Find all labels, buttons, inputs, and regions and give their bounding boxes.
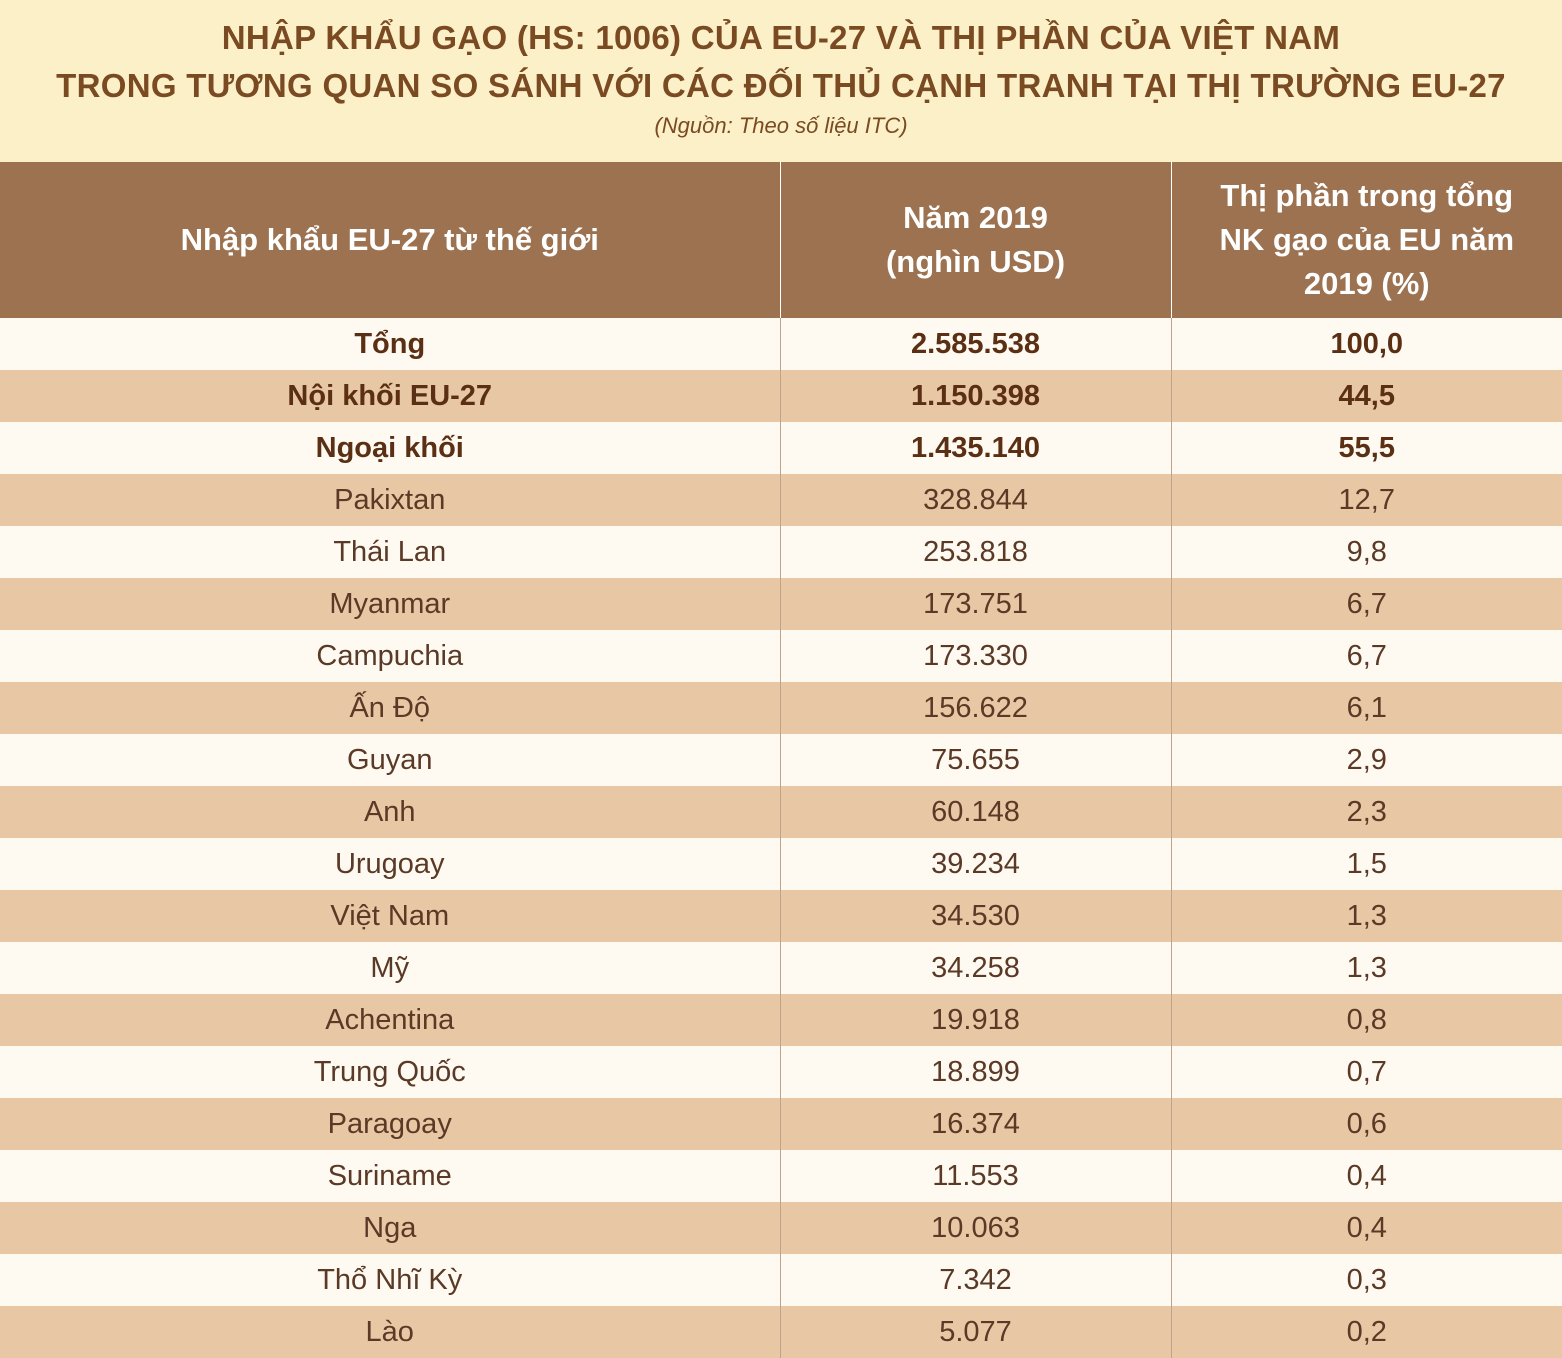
market-share-cell: 9,8 [1170, 526, 1562, 578]
table-row: Ngoại khối 1.435.140 55,5 [0, 422, 1562, 474]
import-value-cell: 75.655 [779, 734, 1171, 786]
import-value-cell: 11.553 [779, 1150, 1171, 1202]
import-value-cell: 18.899 [779, 1046, 1171, 1098]
table-row: Lào 5.077 0,2 [0, 1306, 1562, 1358]
table-row: Achentina 19.918 0,8 [0, 994, 1562, 1046]
market-share-cell: 12,7 [1170, 474, 1562, 526]
market-share-cell: 1,3 [1170, 890, 1562, 942]
table-row: Thổ Nhĩ Kỳ 7.342 0,3 [0, 1254, 1562, 1306]
country-cell: Guyan [0, 734, 780, 786]
market-share-cell: 0,4 [1170, 1202, 1562, 1254]
country-cell: Mỹ [0, 942, 780, 994]
column-header-value-line-2: (nghìn USD) [885, 244, 1066, 279]
country-cell: Tổng [0, 318, 780, 370]
market-share-cell: 0,4 [1170, 1150, 1562, 1202]
import-value-cell: 16.374 [779, 1098, 1171, 1150]
country-cell: Pakixtan [0, 474, 780, 526]
market-share-cell: 55,5 [1170, 422, 1562, 474]
source-note: (Nguồn: Theo số liệu ITC) [654, 113, 908, 138]
import-value-cell: 156.622 [779, 682, 1171, 734]
country-cell: Thổ Nhĩ Kỳ [0, 1254, 780, 1306]
import-value-cell: 34.530 [779, 890, 1171, 942]
country-cell: Suriname [0, 1150, 780, 1202]
table-row: Việt Nam 34.530 1,3 [0, 890, 1562, 942]
title-line-1: NHẬP KHẨU GẠO (HS: 1006) CỦA EU-27 VÀ TH… [221, 19, 1341, 56]
market-share-cell: 1,5 [1170, 838, 1562, 890]
table-row: Paragoay 16.374 0,6 [0, 1098, 1562, 1150]
market-share-cell: 0,6 [1170, 1098, 1562, 1150]
column-header-value-2019: Năm 2019 (nghìn USD) [779, 162, 1171, 318]
country-cell: Myanmar [0, 578, 780, 630]
column-header-source: Nhập khẩu EU-27 từ thế giới [0, 162, 780, 318]
market-share-cell: 0,7 [1170, 1046, 1562, 1098]
table-row: Anh 60.148 2,3 [0, 786, 1562, 838]
import-value-cell: 5.077 [779, 1306, 1171, 1358]
column-header-share-line-2: NK gạo của EU năm [1219, 222, 1515, 257]
market-share-cell: 6,7 [1170, 578, 1562, 630]
table-row: Guyan 75.655 2,9 [0, 734, 1562, 786]
market-share-cell: 0,3 [1170, 1254, 1562, 1306]
column-header-share-line-3: 2019 (%) [1303, 266, 1430, 301]
import-value-cell: 60.148 [779, 786, 1171, 838]
import-value-cell: 173.751 [779, 578, 1171, 630]
market-share-cell: 0,8 [1170, 994, 1562, 1046]
column-header-share-line-1: Thị phần trong tổng [1220, 178, 1514, 213]
country-cell: Ấn Độ [0, 682, 780, 734]
country-cell: Urugoay [0, 838, 780, 890]
column-header-share: Thị phần trong tổng NK gạo của EU năm 20… [1170, 162, 1562, 318]
country-cell: Lào [0, 1306, 780, 1358]
table-row: Suriname 11.553 0,4 [0, 1150, 1562, 1202]
market-share-cell: 1,3 [1170, 942, 1562, 994]
table-row: Nga 10.063 0,4 [0, 1202, 1562, 1254]
country-cell: Campuchia [0, 630, 780, 682]
import-value-cell: 2.585.538 [779, 318, 1171, 370]
import-value-cell: 253.818 [779, 526, 1171, 578]
import-value-cell: 34.258 [779, 942, 1171, 994]
rice-import-table: Nhập khẩu EU-27 từ thế giới Năm 2019 (ng… [0, 162, 1562, 1358]
table-row: Ấn Độ 156.622 6,1 [0, 682, 1562, 734]
country-cell: Anh [0, 786, 780, 838]
column-header-value-line-1: Năm 2019 [903, 200, 1048, 235]
column-header-source-line-1: Nhập khẩu EU-27 từ thế giới [180, 222, 599, 257]
title-line-2: TRONG TƯƠNG QUAN SO SÁNH VỚI CÁC ĐỐI THỦ… [56, 67, 1506, 104]
import-value-cell: 19.918 [779, 994, 1171, 1046]
market-share-cell: 6,7 [1170, 630, 1562, 682]
table-row: Mỹ 34.258 1,3 [0, 942, 1562, 994]
import-value-cell: 173.330 [779, 630, 1171, 682]
import-value-cell: 7.342 [779, 1254, 1171, 1306]
market-share-cell: 44,5 [1170, 370, 1562, 422]
import-value-cell: 328.844 [779, 474, 1171, 526]
country-cell: Ngoại khối [0, 422, 780, 474]
table-row: Pakixtan 328.844 12,7 [0, 474, 1562, 526]
table-body: Tổng 2.585.538 100,0 Nội khối EU-27 1.150.39… [0, 318, 1562, 1358]
import-value-cell: 1.150.398 [779, 370, 1171, 422]
table-row: Myanmar 173.751 6,7 [0, 578, 1562, 630]
country-cell: Trung Quốc [0, 1046, 780, 1098]
table-row: Tổng 2.585.538 100,0 [0, 318, 1562, 370]
import-value-cell: 10.063 [779, 1202, 1171, 1254]
market-share-cell: 6,1 [1170, 682, 1562, 734]
country-cell: Nga [0, 1202, 780, 1254]
table-row: Nội khối EU-27 1.150.398 44,5 [0, 370, 1562, 422]
market-share-cell: 100,0 [1170, 318, 1562, 370]
country-cell: Paragoay [0, 1098, 780, 1150]
market-share-cell: 0,2 [1170, 1306, 1562, 1358]
table-row: Trung Quốc 18.899 0,7 [0, 1046, 1562, 1098]
market-share-cell: 2,9 [1170, 734, 1562, 786]
country-cell: Nội khối EU-27 [0, 370, 780, 422]
country-cell: Achentina [0, 994, 780, 1046]
table-row: Campuchia 173.330 6,7 [0, 630, 1562, 682]
import-value-cell: 1.435.140 [779, 422, 1171, 474]
table-row: Thái Lan 253.818 9,8 [0, 526, 1562, 578]
table-header-row: Nhập khẩu EU-27 từ thế giới Năm 2019 (ng… [0, 162, 1562, 318]
import-value-cell: 39.234 [779, 838, 1171, 890]
country-cell: Việt Nam [0, 890, 780, 942]
country-cell: Thái Lan [0, 526, 780, 578]
title-block: NHẬP KHẨU GẠO (HS: 1006) CỦA EU-27 VÀ TH… [0, 0, 1562, 162]
table-row: Urugoay 39.234 1,5 [0, 838, 1562, 890]
market-share-cell: 2,3 [1170, 786, 1562, 838]
